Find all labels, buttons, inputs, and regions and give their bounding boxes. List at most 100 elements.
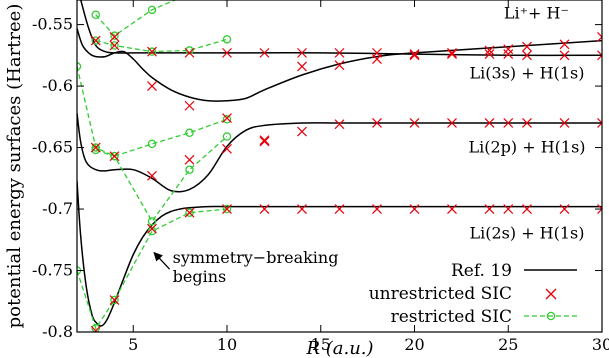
unrestricted-sic-point <box>90 325 101 332</box>
unrestricted-sic-point <box>297 126 307 137</box>
unrestricted-sic-point <box>409 50 420 61</box>
unrestricted-sic-point <box>447 47 457 58</box>
restricted-sic-series <box>77 0 232 332</box>
restricted-sic-point <box>110 41 119 50</box>
unrestricted-sic-point <box>409 118 420 128</box>
unrestricted-sic-point <box>147 81 157 91</box>
y-tick-label: -0.6 <box>42 76 73 95</box>
reference-curves <box>77 0 602 327</box>
axes: 5 10 15 20 25 30 -0.8 -0.75 -0.7 -0.65 -0.6 -0.55 <box>32 0 609 354</box>
restricted-sic-point <box>91 145 101 155</box>
x-tick-label: 15 <box>311 335 331 354</box>
restricted-sic-line <box>95 38 228 53</box>
restricted-sic-line <box>95 0 177 37</box>
restricted-sic-line <box>77 208 228 330</box>
unrestricted-sic-point <box>334 60 345 71</box>
unrestricted-sic-point <box>484 204 495 214</box>
legend-marker-unrestricted <box>545 288 557 300</box>
unrestricted-sic-point <box>409 49 420 60</box>
restricted-sic-point <box>91 10 101 20</box>
unrestricted-sic-point <box>147 170 157 181</box>
unrestricted-sic-point <box>147 223 157 234</box>
restricted-sic-point <box>91 143 101 152</box>
unrestricted-sic-point <box>484 45 495 56</box>
legend-marker-restricted <box>546 311 556 321</box>
unrestricted-sic-point <box>484 118 495 128</box>
x-tick-label: 30 <box>592 335 609 354</box>
curve-label: Li(2p) + H(1s) <box>468 137 585 156</box>
restricted-sic-point <box>185 46 194 55</box>
annotation-line-2: begins <box>173 267 227 286</box>
restricted-sic-point <box>110 151 119 161</box>
unrestricted-sic-point <box>147 46 157 57</box>
restricted-sic-point <box>185 165 194 174</box>
x-tick-label: 10 <box>217 335 237 354</box>
unrestricted-sic-point <box>259 47 270 58</box>
unrestricted-sic-point <box>522 204 532 214</box>
plot-frame <box>76 0 603 333</box>
ref-curve <box>77 28 602 102</box>
restricted-sic-point <box>147 47 157 56</box>
y-tick-label: -0.55 <box>32 15 73 34</box>
restricted-sic-point <box>110 295 119 305</box>
legend-label-ref: Ref. 19 <box>451 261 512 281</box>
unrestricted-sic-point <box>559 39 570 50</box>
unrestricted-sic-point <box>259 136 270 147</box>
y-tick-label: -0.65 <box>32 138 73 157</box>
unrestricted-sic-point <box>90 142 101 153</box>
unrestricted-sic-point <box>503 204 514 214</box>
restricted-sic-point <box>222 35 232 44</box>
restricted-sic-point <box>147 139 157 149</box>
x-tick-label: 5 <box>128 335 138 354</box>
unrestricted-sic-point <box>222 143 232 154</box>
unrestricted-sic-point <box>222 204 232 214</box>
unrestricted-sic-point <box>522 41 532 52</box>
unrestricted-sic-point <box>597 118 602 128</box>
unrestricted-sic-point <box>184 100 195 111</box>
unrestricted-sic-point <box>184 154 195 165</box>
y-axis-title: potential energy surfaces (Hartree) <box>4 4 25 329</box>
unrestricted-sic-point <box>184 207 195 218</box>
legend-label-restricted: restricted SIC <box>391 307 512 327</box>
unrestricted-sic-point <box>222 113 232 123</box>
annotation-arrow <box>153 251 171 270</box>
unrestricted-sic-point <box>259 135 270 146</box>
annotation-line-1: symmetry−breaking <box>173 248 339 267</box>
ref-curve <box>77 113 602 193</box>
ref-curve <box>80 0 602 57</box>
restricted-sic-point <box>185 128 194 138</box>
x-axis-title: R (a.u.) <box>305 338 373 358</box>
ref-curve <box>77 180 602 327</box>
unrestricted-sic-point <box>297 204 307 214</box>
legend-label-unrestricted: unrestricted SIC <box>369 284 512 304</box>
unrestricted-sic-point <box>297 61 307 72</box>
unrestricted-sic-point <box>447 204 457 214</box>
y-tick-label: -0.75 <box>32 261 73 280</box>
unrestricted-sic-point <box>334 119 345 130</box>
curve-labels: Li⁺+ H⁻ Li(3s) + H(1s) Li(2p) + H(1s) Li(2s… <box>468 3 585 242</box>
restricted-sic-line <box>77 66 228 157</box>
restricted-sic-point <box>147 5 157 15</box>
unrestricted-sic-point <box>559 50 570 61</box>
unrestricted-sic-point <box>597 204 602 214</box>
restricted-sic-point <box>222 132 232 141</box>
unrestricted-sic-point <box>109 151 120 162</box>
unrestricted-sic-point <box>503 118 514 128</box>
curve-label: Li(2s) + H(1s) <box>469 224 584 243</box>
unrestricted-sic-point <box>522 50 532 61</box>
restricted-sic-point <box>110 31 119 40</box>
unrestricted-sic-point <box>90 35 101 46</box>
unrestricted-sic-point <box>503 49 514 60</box>
unrestricted-sic-point <box>503 44 514 55</box>
unrestricted-sic-point <box>372 118 382 128</box>
unrestricted-sic-point <box>597 31 602 42</box>
restricted-sic-point <box>147 226 157 236</box>
restricted-sic-point <box>147 217 157 226</box>
x-tick-label: 25 <box>498 335 518 354</box>
unrestricted-sic-point <box>372 47 382 58</box>
unrestricted-sic-point <box>334 204 345 214</box>
curve-label: Li⁺+ H⁻ <box>504 3 569 22</box>
restricted-sic-point <box>222 115 232 124</box>
restricted-sic-line <box>95 136 228 223</box>
unrestricted-sic-point <box>109 40 120 51</box>
